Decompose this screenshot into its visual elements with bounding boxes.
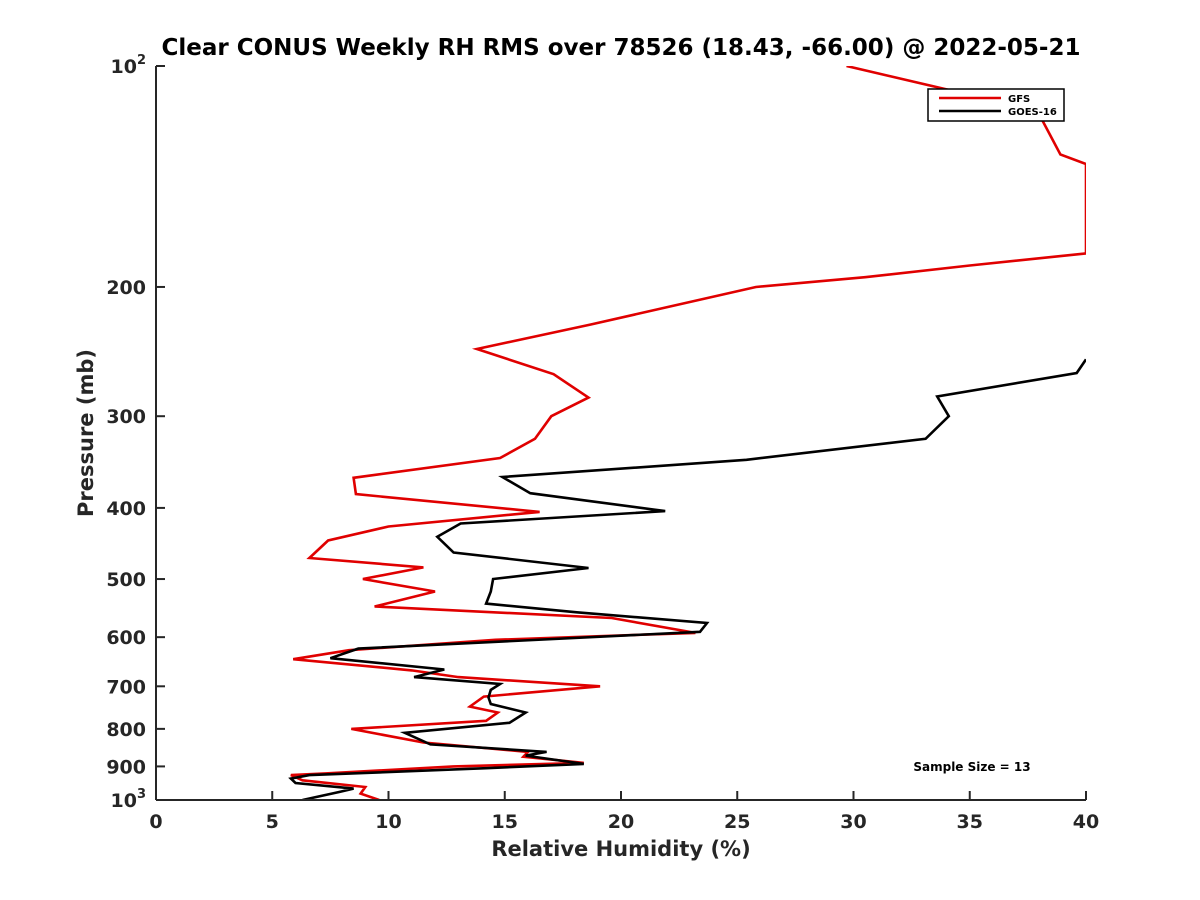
legend: GFS GOES-16 [927, 88, 1065, 122]
y-tick-label: 102 [111, 53, 147, 78]
y-tick-label: 500 [106, 569, 146, 591]
x-tick-label: 15 [492, 811, 518, 833]
x-tick-label: 30 [840, 811, 866, 833]
x-tick-label: 10 [375, 811, 401, 833]
series-line-gfs [290, 66, 1086, 800]
series-layer [288, 66, 1086, 800]
sample-size-annotation: Sample Size = 13 [913, 760, 1030, 774]
axes [155, 65, 1087, 801]
y-axis-label: Pressure (mb) [74, 349, 98, 517]
y-tick-label: 400 [106, 498, 146, 520]
chart-title: Clear CONUS Weekly RH RMS over 78526 (18… [162, 35, 1081, 61]
x-tick-label: 20 [608, 811, 634, 833]
legend-label: GOES-16 [1008, 107, 1057, 118]
x-tick-label: 5 [266, 811, 279, 833]
x-axis-label: Relative Humidity (%) [491, 837, 750, 861]
y-tick-label: 200 [106, 277, 146, 299]
y-tick-label: 103 [111, 787, 147, 812]
y-tick-label: 800 [106, 719, 146, 741]
y-tick-label: 900 [106, 756, 146, 778]
series-line-goes-16 [288, 358, 1086, 800]
y-tick-label: 700 [106, 676, 146, 698]
legend-label: GFS [1008, 94, 1030, 105]
x-tick-label: 35 [957, 811, 983, 833]
y-tick-label: 300 [106, 406, 146, 428]
x-tick-label: 40 [1073, 811, 1099, 833]
x-tick-label: 25 [724, 811, 750, 833]
y-tick-label: 600 [106, 627, 146, 649]
tick-labels: 0 5 10 15 20 25 30 35 40 102 200 300 400 500 600 700 800… [106, 53, 1099, 833]
x-tick-label: 0 [149, 811, 162, 833]
legend-box [927, 88, 1065, 122]
